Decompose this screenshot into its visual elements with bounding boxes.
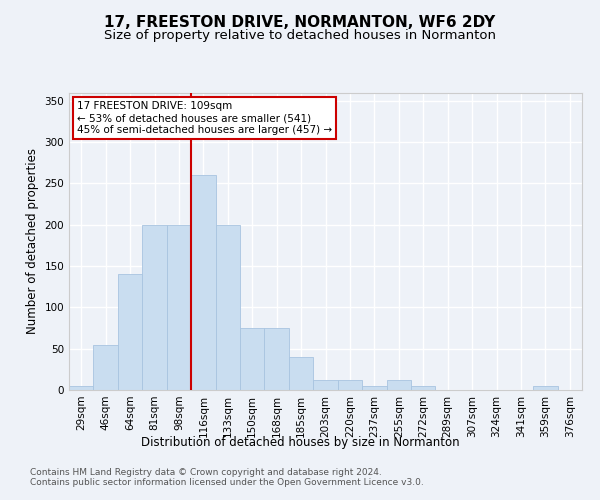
Text: Distribution of detached houses by size in Normanton: Distribution of detached houses by size … xyxy=(140,436,460,449)
Bar xyxy=(411,386,436,390)
Bar xyxy=(362,386,386,390)
Bar xyxy=(118,274,142,390)
Bar xyxy=(313,380,338,390)
Y-axis label: Number of detached properties: Number of detached properties xyxy=(26,148,39,334)
Bar xyxy=(240,328,265,390)
Bar xyxy=(215,224,240,390)
Bar xyxy=(386,380,411,390)
Bar xyxy=(69,386,94,390)
Text: 17 FREESTON DRIVE: 109sqm
← 53% of detached houses are smaller (541)
45% of semi: 17 FREESTON DRIVE: 109sqm ← 53% of detac… xyxy=(77,102,332,134)
Text: 17, FREESTON DRIVE, NORMANTON, WF6 2DY: 17, FREESTON DRIVE, NORMANTON, WF6 2DY xyxy=(104,15,496,30)
Bar xyxy=(265,328,289,390)
Bar xyxy=(533,386,557,390)
Bar xyxy=(142,224,167,390)
Text: Size of property relative to detached houses in Normanton: Size of property relative to detached ho… xyxy=(104,30,496,43)
Bar xyxy=(289,357,313,390)
Bar xyxy=(191,175,215,390)
Bar xyxy=(167,224,191,390)
Bar xyxy=(338,380,362,390)
Bar xyxy=(94,344,118,390)
Text: Contains HM Land Registry data © Crown copyright and database right 2024.
Contai: Contains HM Land Registry data © Crown c… xyxy=(30,468,424,487)
